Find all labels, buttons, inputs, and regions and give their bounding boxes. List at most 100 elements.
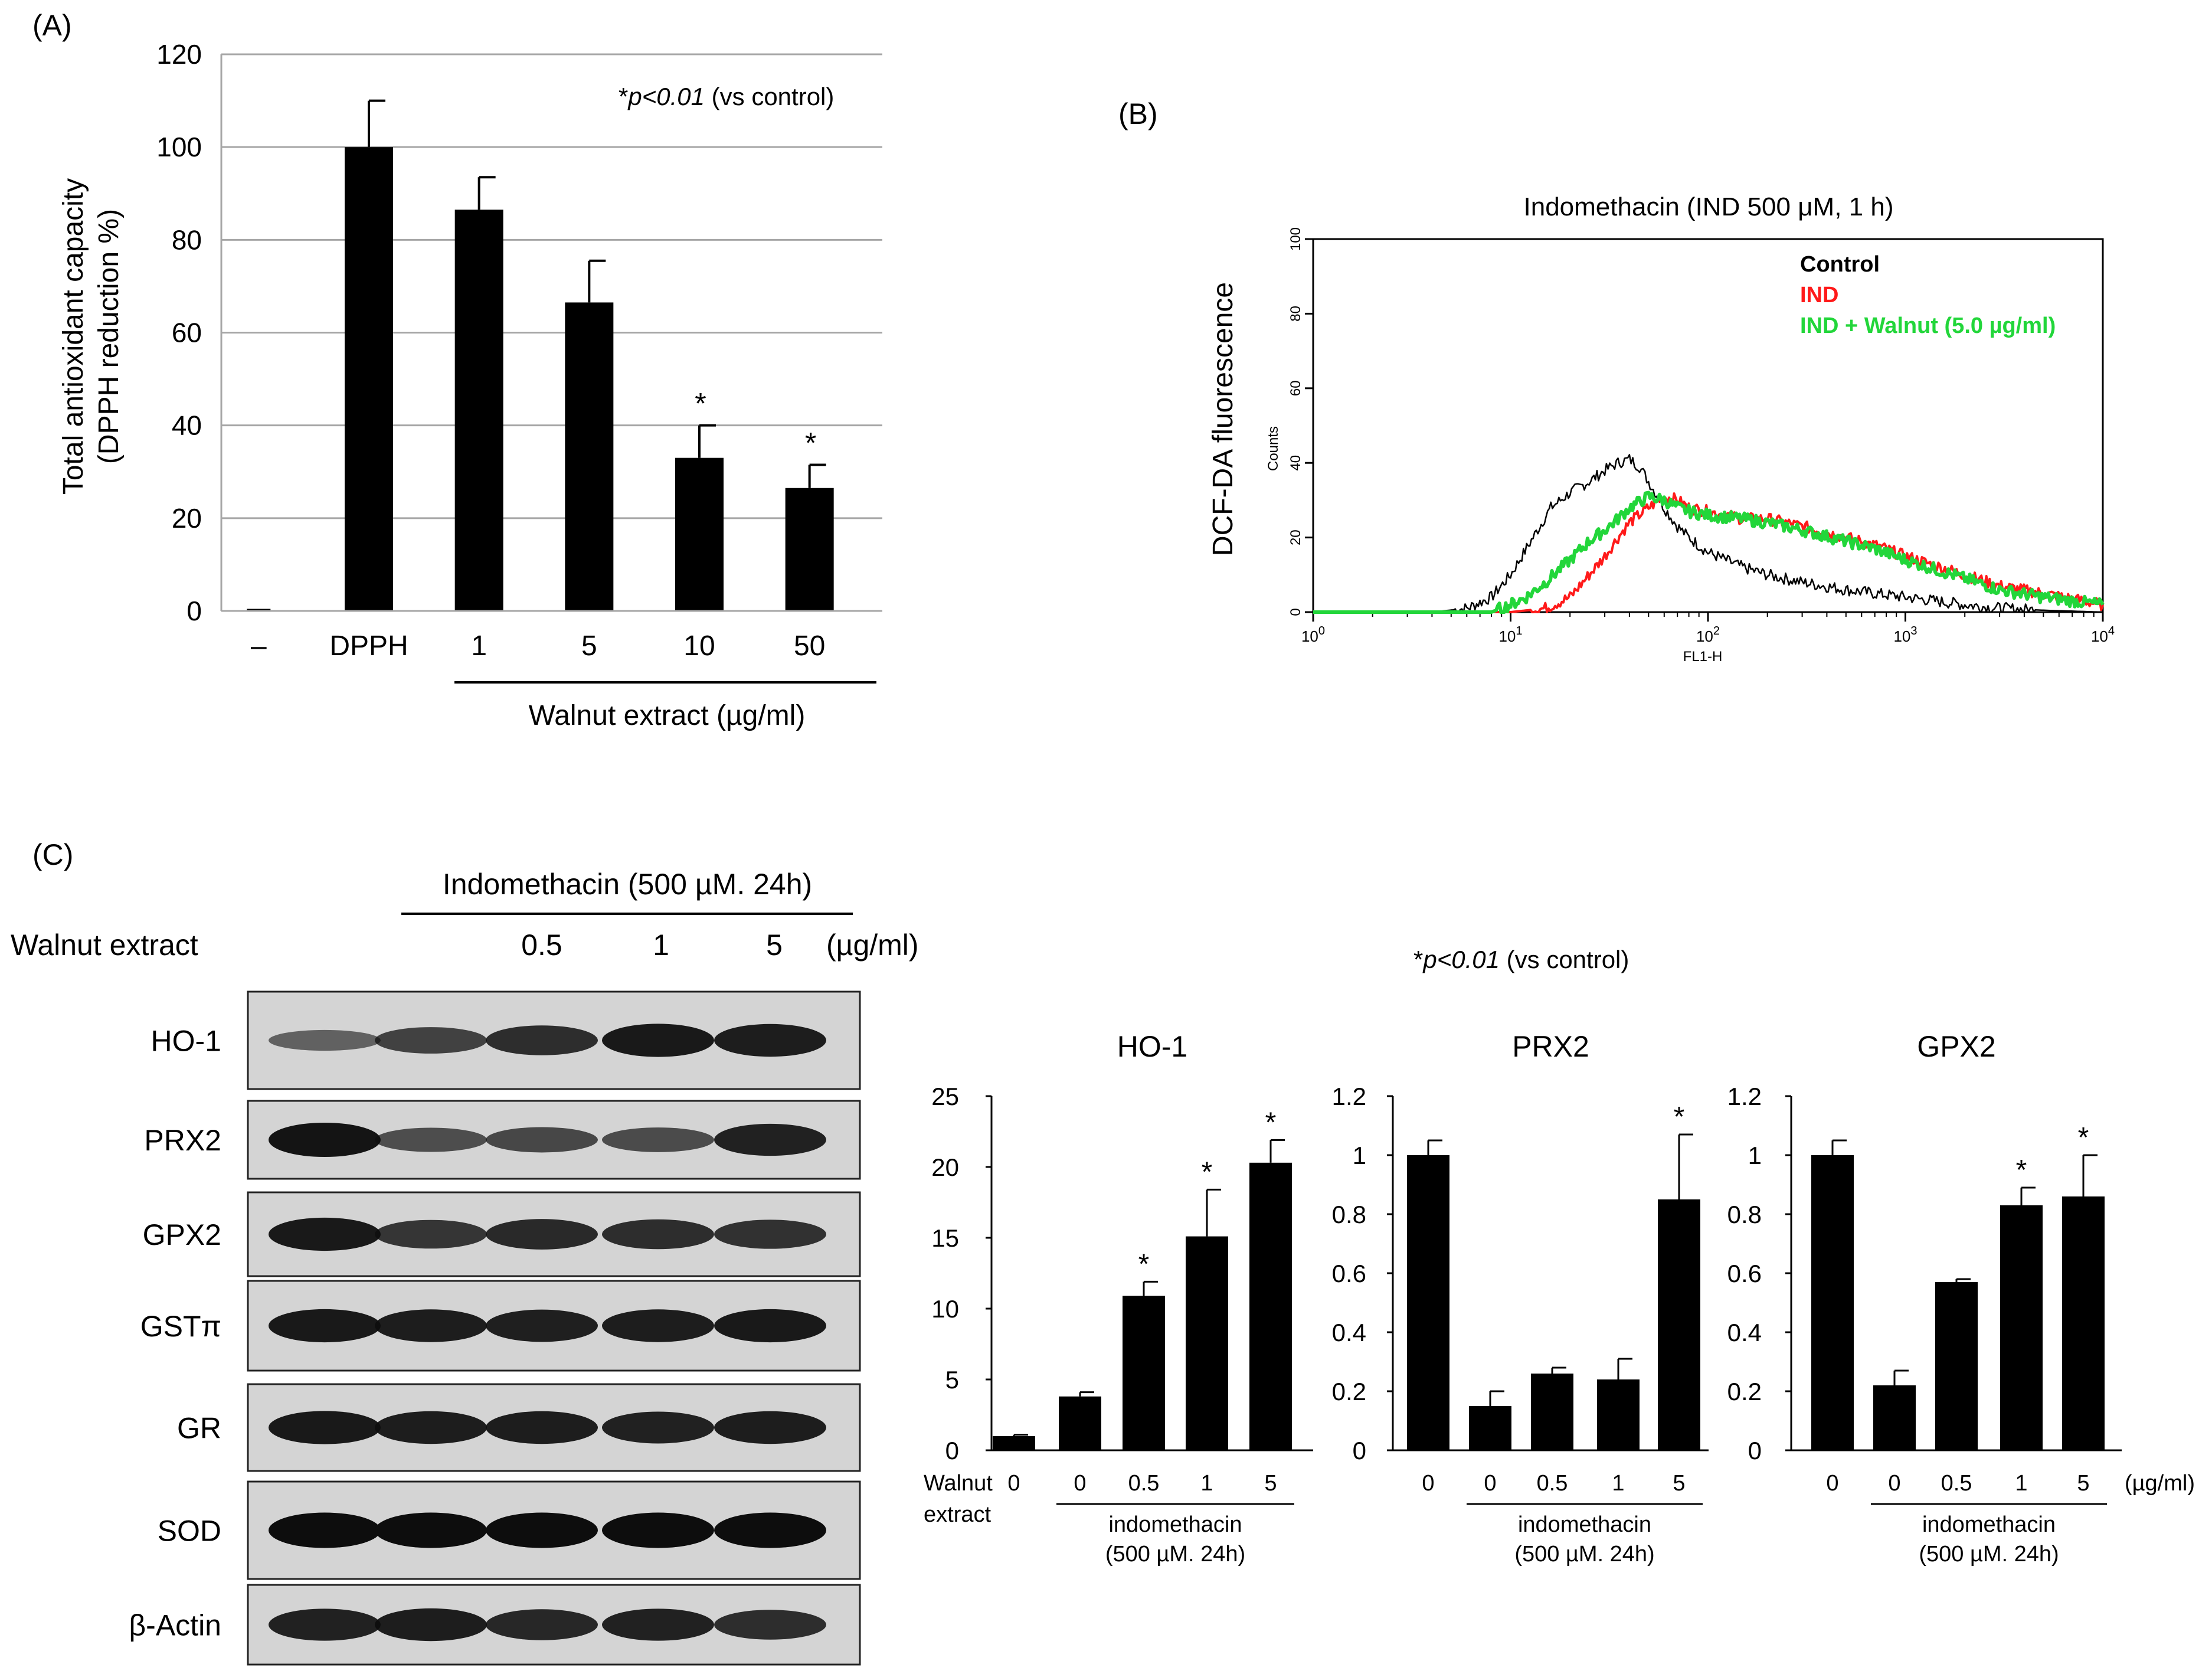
panel-a-label: (A) [32,9,72,42]
quant-category-label: 1 [2015,1471,2027,1496]
blot-band [602,1411,714,1444]
blot-row-label: β-Actin [129,1609,221,1642]
blot-band [375,1027,487,1054]
quant-ytick-label: 0.4 [1332,1319,1366,1346]
blot-band [602,1024,714,1057]
quant-category-label: 0 [1826,1471,1838,1496]
blot-band [375,1127,487,1152]
quant-category-label: 0 [1888,1471,1900,1496]
quant-group-label-1: indomethacin [1108,1512,1242,1537]
quant-group-label-2: (500 µM. 24h) [1919,1542,2059,1567]
blot-dose-unit: (µg/ml) [826,928,919,962]
quant-category-label: 0.5 [1128,1471,1160,1496]
quant-bar [1658,1199,1700,1450]
panel-b-ylabel: DCF-DA fluorescence [1208,282,1239,556]
quant-ytick-label: 20 [931,1153,959,1181]
panel-a-bar [565,302,614,611]
blot-band [269,1411,381,1444]
panel-b-xtick-label: 101 [1498,625,1522,645]
quant-ytick-label: 1.2 [1332,1083,1366,1110]
quant-ytick-label: 25 [931,1083,959,1110]
blot-row-label: SOD [158,1515,221,1548]
blot-band [375,1512,487,1548]
blot-band [375,1411,487,1444]
quant-bar [2062,1196,2105,1450]
panel-c-treatment-title: Indomethacin (500 µM. 24h) [443,868,812,901]
quant-ytick-label: 10 [931,1295,959,1323]
quant-significance-star: * [1138,1248,1150,1280]
quant-ytick-label: 0.8 [1332,1201,1366,1228]
panel-a-significance-note: *p<0.01 (vs control) [619,83,834,110]
quant-ytick-label: 0.6 [1727,1260,1762,1287]
quant-bar [1407,1155,1449,1450]
panel-b-label: (B) [1118,97,1158,130]
quant-ytick-label: 0 [945,1437,959,1464]
blot-band [486,1609,598,1640]
panel-b: (B) Indomethacin (IND 500 μM, 1 h) DCF-D… [1118,97,2115,665]
quant-chart-title: HO-1 [1117,1030,1187,1063]
panel-a-axes: 0 20 40 60 80 100 120 – DPPH 1 5 10 50 [156,39,882,662]
panel-b-ytick-label: 0 [1288,608,1304,616]
panel-a: (A) *p<0.01 (vs control) Total antioxida… [32,9,882,731]
panel-a-ytick-label: 80 [172,224,202,255]
blot-band [602,1127,714,1152]
quant-ytick-label: 1.2 [1727,1083,1762,1110]
panel-a-bar [345,147,393,611]
panel-a-category-label: 50 [794,630,825,662]
legend-ind: IND [1800,283,1838,308]
blot-row-label: HO-1 [151,1025,221,1058]
panel-a-ytick-label: 0 [186,596,202,626]
panel-a-bracket-label: Walnut extract (µg/ml) [529,700,806,731]
quant-significance-star: * [2078,1122,2089,1153]
blot-band [486,1512,598,1548]
quant-bar [1811,1155,1854,1450]
quant-bar [1597,1379,1640,1450]
panel-a-ytick-label: 20 [172,503,202,534]
blot-band [375,1608,487,1642]
panel-c-significance-note: *p<0.01 (vs control) [1413,946,1629,973]
quant-group-label-2: (500 µM. 24h) [1105,1542,1245,1567]
blot-band [602,1512,714,1548]
quant-category-label: 0 [1484,1471,1496,1496]
blot-band [269,1309,381,1343]
blot-band [486,1309,598,1342]
quant-category-label: 0 [1007,1471,1020,1496]
panel-b-xtick-label: 102 [1696,625,1720,645]
quant-bar [1935,1282,1978,1450]
quant-ytick-label: 1 [1748,1142,1762,1169]
panel-a-gridlines [221,53,882,519]
quant-chart-title: PRX2 [1512,1030,1589,1063]
walnut-x-label-2: extract [924,1502,991,1527]
blot-band [714,1610,826,1640]
quant-ytick-label: 0.4 [1727,1319,1762,1346]
western-blots: HO-1 PRX2 GPX2 GSTπ GR SOD β-Actin [129,990,861,1666]
blot-band [375,1219,487,1249]
panel-a-significance-star: * [695,387,706,420]
panel-a-bar [675,457,724,611]
quant-category-label: 0 [1074,1471,1086,1496]
quant-category-label: 5 [1673,1471,1685,1496]
blot-band [714,1024,826,1057]
quant-significance-star: * [1265,1107,1277,1138]
quant-category-label: 0.5 [1941,1471,1972,1496]
panel-b-ytick-label: 60 [1288,380,1304,396]
blot-dose-3: 5 [766,928,783,962]
blot-row-label: PRX2 [144,1124,221,1157]
panel-a-ytick-label: 100 [156,132,202,162]
panel-c-walnut-label: Walnut extract [11,928,198,962]
quant-ytick-label: 1 [1353,1142,1366,1169]
quant-group-label-2: (500 µM. 24h) [1514,1542,1654,1567]
panel-a-significance-star: * [805,426,816,459]
panel-c-label: (C) [32,838,73,871]
quant-ytick-label: 0.2 [1727,1378,1762,1405]
panel-b-ytick-label: 80 [1288,306,1304,322]
quant-category-label: 1 [1612,1471,1624,1496]
quant-group-label-1: indomethacin [1518,1512,1651,1537]
quant-bar [993,1436,1035,1450]
quant-ytick-label: 0.6 [1332,1260,1366,1287]
quant-bar [2000,1205,2043,1450]
quant-category-label: 0 [1422,1471,1434,1496]
blot-band [269,1122,381,1158]
panel-a-bar [454,210,503,612]
